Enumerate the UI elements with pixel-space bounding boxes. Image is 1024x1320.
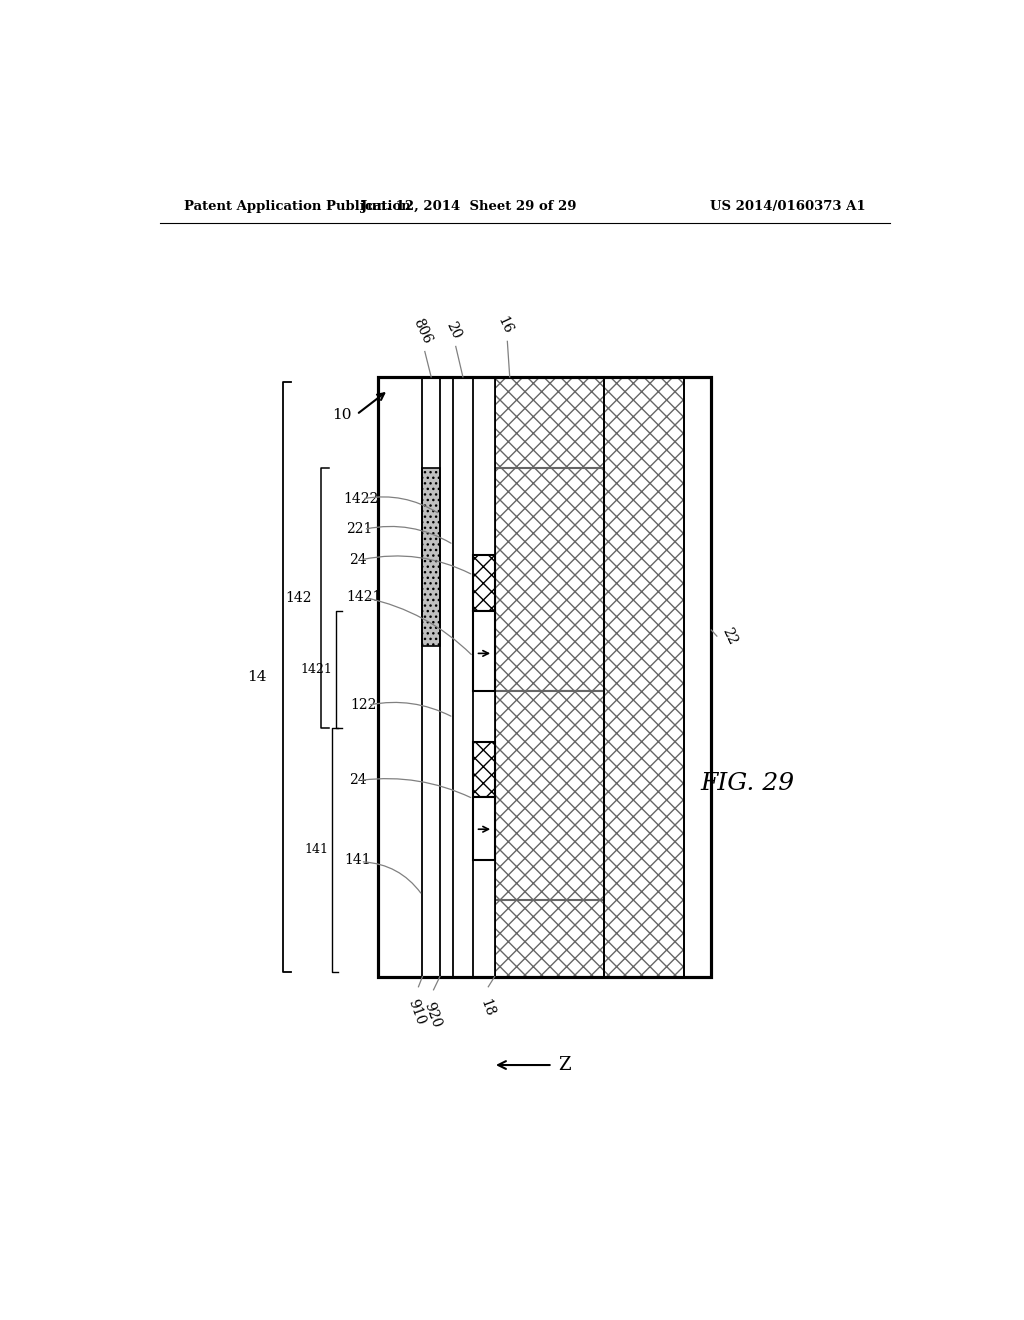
Bar xyxy=(473,797,495,859)
Text: 142: 142 xyxy=(286,591,312,605)
Text: 1421: 1421 xyxy=(346,590,382,605)
Text: Jun. 12, 2014  Sheet 29 of 29: Jun. 12, 2014 Sheet 29 of 29 xyxy=(361,199,577,213)
Text: 141: 141 xyxy=(304,843,328,857)
Bar xyxy=(495,378,684,977)
Bar xyxy=(495,469,604,690)
Bar xyxy=(473,742,495,797)
Text: 920: 920 xyxy=(421,1001,443,1030)
Bar xyxy=(378,378,712,977)
Text: 16: 16 xyxy=(495,314,515,337)
Text: 20: 20 xyxy=(443,319,464,342)
Text: 10: 10 xyxy=(333,408,352,421)
Text: 24: 24 xyxy=(348,553,367,566)
Text: FIG. 29: FIG. 29 xyxy=(700,772,794,795)
Bar xyxy=(423,469,440,647)
Text: 141: 141 xyxy=(344,853,371,867)
Bar xyxy=(378,378,712,977)
Text: Z: Z xyxy=(558,1056,570,1074)
Text: 221: 221 xyxy=(346,523,373,536)
Text: 18: 18 xyxy=(477,997,497,1018)
Text: 806: 806 xyxy=(411,317,434,346)
Text: 122: 122 xyxy=(350,698,377,713)
Text: 1422: 1422 xyxy=(343,492,378,506)
Bar xyxy=(378,378,712,977)
Bar xyxy=(473,611,495,690)
Bar xyxy=(378,378,712,977)
Text: 910: 910 xyxy=(406,997,428,1027)
Text: US 2014/0160373 A1: US 2014/0160373 A1 xyxy=(711,199,866,213)
Bar xyxy=(684,378,712,977)
Text: 24: 24 xyxy=(348,774,367,788)
Text: 22: 22 xyxy=(719,626,739,647)
Text: Patent Application Publication: Patent Application Publication xyxy=(183,199,411,213)
Bar xyxy=(495,690,604,900)
Bar xyxy=(473,554,495,611)
Bar xyxy=(378,378,495,977)
Text: 14: 14 xyxy=(248,669,267,684)
Text: 1421: 1421 xyxy=(300,663,332,676)
